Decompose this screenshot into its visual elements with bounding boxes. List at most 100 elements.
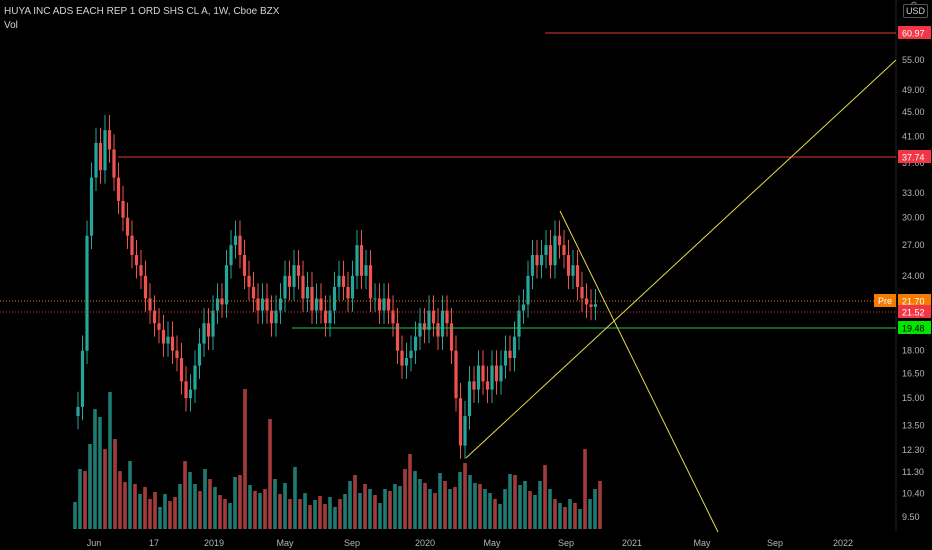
candle-body	[332, 286, 337, 311]
volume-bar	[443, 481, 447, 529]
volume-bar	[113, 439, 117, 529]
volume-bar	[518, 485, 522, 529]
candle-body	[134, 254, 139, 266]
candle-body	[233, 235, 238, 246]
volume-bar	[288, 499, 292, 529]
price-label-text: 19.48	[902, 324, 925, 334]
price-label-box	[898, 26, 931, 39]
candle-body	[521, 304, 526, 311]
volume-bar	[598, 481, 602, 529]
volume-bar	[243, 389, 247, 529]
candle-body	[89, 177, 94, 236]
candle-body	[310, 286, 314, 311]
price-label-text: 21.52	[902, 308, 925, 318]
time-tick-label: 2020	[415, 538, 435, 548]
candle-body	[463, 416, 467, 446]
descending-trendline	[559, 210, 719, 533]
volume-bar	[268, 419, 272, 529]
volume-bar	[523, 481, 527, 529]
candle-body	[557, 235, 562, 246]
price-tick-label: 11.30	[902, 467, 924, 477]
candle-body	[413, 336, 418, 351]
currency-badge[interactable]: USD	[902, 4, 928, 18]
candle-body	[503, 350, 508, 366]
volume-bar	[223, 499, 227, 529]
volume-bar	[123, 482, 127, 529]
candle-body	[382, 298, 386, 311]
volume-bar	[568, 499, 572, 529]
volume-bar	[103, 449, 107, 529]
candle-body	[346, 286, 350, 299]
candle-body	[305, 286, 310, 299]
volume-bar	[78, 469, 82, 529]
candle-body	[391, 310, 395, 324]
candle-body	[215, 298, 220, 311]
candle-body	[256, 298, 260, 311]
candle-body	[449, 323, 454, 351]
volume-bar	[168, 501, 172, 529]
candle-body	[193, 365, 197, 390]
candle-body	[211, 310, 215, 337]
volume-bar	[418, 479, 422, 529]
candle-body	[355, 245, 359, 276]
volume-bar	[563, 507, 567, 529]
candle-body	[350, 275, 355, 299]
volume-bar	[218, 495, 222, 529]
volume-bar	[238, 475, 242, 529]
volume-bar	[163, 494, 167, 529]
price-label-text: 60.97	[902, 29, 925, 39]
candle-body	[94, 142, 98, 178]
volume-bar	[158, 507, 162, 529]
candle-body	[292, 265, 296, 287]
candle-body	[116, 177, 121, 201]
candle-body	[188, 389, 193, 399]
candle-body	[373, 298, 377, 300]
candle-body	[395, 323, 400, 351]
volume-bar	[408, 454, 412, 529]
volume-bar	[528, 491, 532, 529]
candle-body	[440, 310, 445, 337]
candle-body	[359, 245, 364, 276]
volume-bar	[333, 507, 337, 529]
price-label-box	[898, 294, 931, 307]
candle-body	[544, 245, 548, 255]
candle-body	[242, 254, 247, 276]
volume-bar	[468, 475, 472, 529]
time-tick-label: May	[483, 538, 501, 548]
candle-body	[139, 265, 143, 276]
candle-body	[454, 350, 458, 399]
price-tick-label: 37.00	[902, 158, 925, 168]
volume-bar	[178, 484, 182, 529]
price-tick-label: 16.50	[902, 368, 925, 378]
volume-bar	[318, 496, 322, 529]
volume-bar	[533, 495, 537, 529]
candle-body	[287, 275, 292, 287]
time-tick-label: May	[693, 538, 711, 548]
candle-body	[481, 365, 485, 382]
volume-bar	[88, 444, 92, 529]
candle-body	[166, 336, 170, 344]
time-tick-label: May	[276, 538, 294, 548]
volume-bar	[203, 469, 207, 529]
volume-bar	[423, 483, 427, 529]
time-tick-label: Sep	[767, 538, 783, 548]
volume-bar	[213, 487, 217, 529]
volume-bar	[483, 489, 487, 529]
candle-body	[130, 235, 134, 255]
volume-bar	[393, 484, 397, 529]
candle-body	[418, 323, 422, 337]
price-label-box	[898, 321, 931, 334]
volume-bar	[198, 491, 202, 529]
volume-bar	[98, 417, 102, 529]
candle-body	[526, 275, 530, 305]
candle-body	[260, 298, 265, 311]
time-tick-label: 2022	[833, 538, 853, 548]
candle-body	[170, 336, 175, 351]
volume-bar	[73, 502, 77, 529]
candle-body	[589, 304, 593, 307]
candle-body	[274, 310, 278, 324]
price-label-text: 21.70	[902, 297, 925, 307]
volume-bar	[148, 499, 152, 529]
candle-body	[467, 381, 472, 417]
